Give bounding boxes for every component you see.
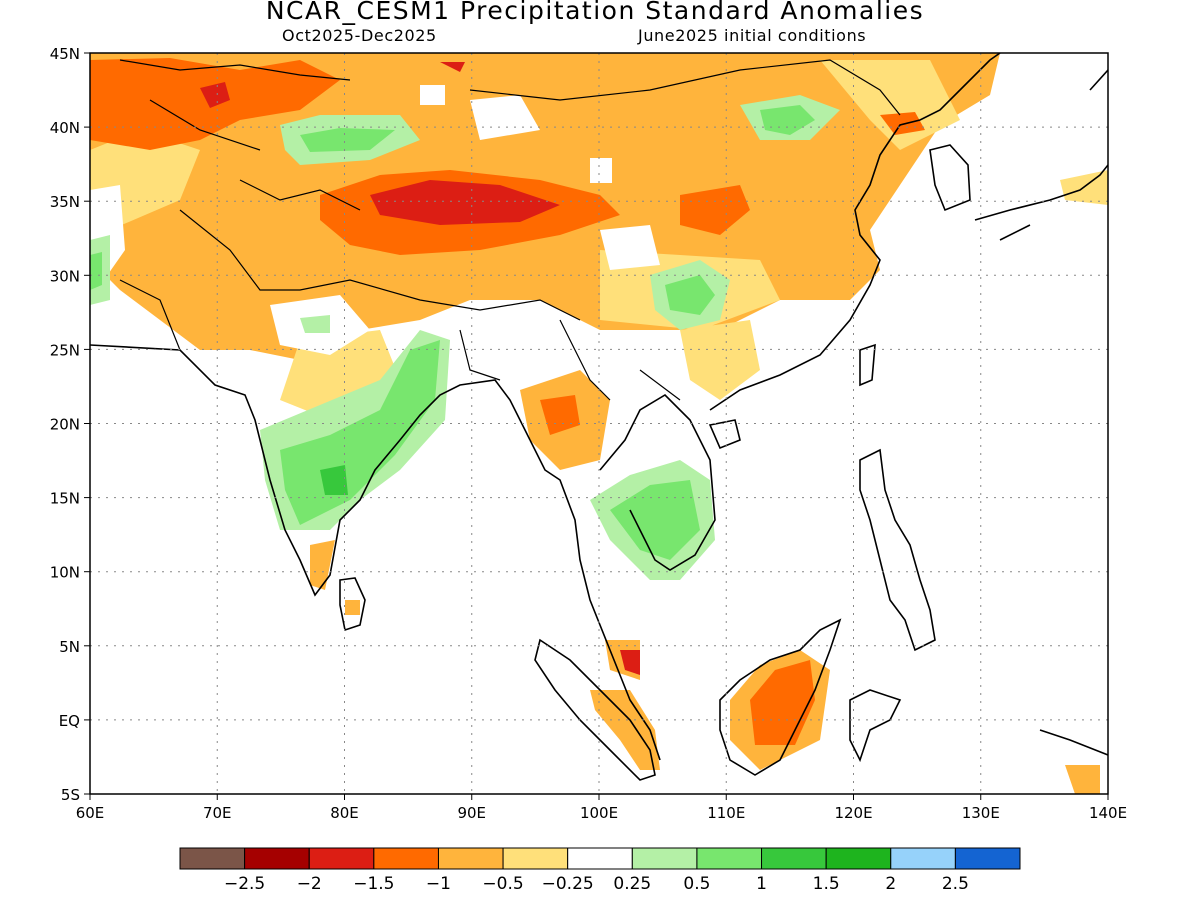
wet-region-indochina-core <box>610 480 700 560</box>
lon-tick-label: 110E <box>707 804 745 822</box>
colorbar-swatch <box>308 847 375 870</box>
lat-tick-label: 30N <box>50 267 80 285</box>
colorbar-swatch <box>567 847 633 870</box>
colorbar-label: 0.5 <box>683 874 710 894</box>
lat-tick-label: 5N <box>59 638 80 656</box>
lat-tick-label: EQ <box>59 712 80 730</box>
coastlines <box>90 53 1108 781</box>
lat-tick-label: 35N <box>50 193 80 211</box>
colorbar-label: 1 <box>756 874 767 894</box>
coast-japan <box>974 69 1108 241</box>
coast-india <box>90 344 531 597</box>
colorbar-swatch <box>244 847 310 870</box>
colorbar-swatch <box>696 847 763 870</box>
dry-core-china <box>680 112 925 235</box>
wet-region-india-inner <box>320 465 348 495</box>
colorbar-swatch <box>825 847 892 870</box>
coast-philippines <box>859 448 936 652</box>
colorbar-swatch <box>437 847 504 870</box>
colorbar-label: −2 <box>297 874 322 894</box>
lon-tick-label: 140E <box>1089 804 1127 822</box>
colorbar-label: 2.5 <box>942 874 969 894</box>
wet-region-india-core <box>280 340 440 525</box>
colorbar-swatch <box>373 847 439 870</box>
coast-taiwan <box>859 343 876 387</box>
borders-asia <box>119 59 901 401</box>
coast-newguinea <box>1039 729 1108 756</box>
initial-conditions: June2025 initial conditions <box>638 26 867 45</box>
colorbar-label: 0.25 <box>613 874 651 894</box>
coast-korea <box>929 144 971 212</box>
lon-tick-label: 90E <box>457 804 486 822</box>
coast-china <box>709 53 1001 411</box>
coast-srilanka <box>339 577 366 632</box>
colorbar-label: −1.5 <box>353 874 394 894</box>
coast-indochina <box>529 393 716 761</box>
lon-tick-label: 70E <box>203 804 232 822</box>
colorbar-label: −0.25 <box>542 874 594 894</box>
colorbar-label: 1.5 <box>813 874 840 894</box>
lon-tick-label: 100E <box>580 804 618 822</box>
map-title: NCAR_CESM1 Precipitation Standard Anomal… <box>265 0 925 25</box>
colorbar-label: 2 <box>885 874 896 894</box>
colorbar-swatch <box>761 847 827 870</box>
anomaly-shading <box>90 53 1108 794</box>
forecast-period: Oct2025-Dec2025 <box>282 26 437 45</box>
lon-tick-label: 80E <box>330 804 359 822</box>
coast-hainan <box>708 419 741 450</box>
dry-core-malay <box>620 650 640 675</box>
colorbar-label: −0.5 <box>482 874 523 894</box>
lat-tick-label: 40N <box>50 119 80 137</box>
coast-sumatra <box>534 638 656 781</box>
lat-tick-label: 25N <box>50 341 80 359</box>
lon-tick-label: 120E <box>834 804 872 822</box>
graticule <box>90 53 1108 794</box>
colorbar-label: −2.5 <box>224 874 265 894</box>
axis-ticks <box>84 52 1109 800</box>
dry-region-malay <box>310 540 1100 794</box>
coast-borneo <box>719 618 842 776</box>
dry-core-tibet-inner <box>200 62 560 225</box>
axis-labels: 60E 70E 80E 90E 100E 110E 120E 130E 140E 45N 40N 35… <box>50 45 1127 822</box>
lat-tick-label: 20N <box>50 416 80 434</box>
lat-tick-label: 45N <box>50 45 80 63</box>
lon-tick-label: 130E <box>962 804 1000 822</box>
colorbar-swatch <box>890 847 956 870</box>
lat-tick-label: 15N <box>50 490 80 508</box>
colorbar-swatch <box>631 847 698 870</box>
lon-tick-label: 60E <box>76 804 105 822</box>
colorbar-swatch <box>954 847 1021 870</box>
colorbar: −2.5 −2 −1.5 −1 −0.5 −0.25 0.25 0.5 1 1.5 2 2.5 <box>179 847 1021 894</box>
lat-tick-label: 10N <box>50 564 80 582</box>
colorbar-swatch <box>179 847 246 870</box>
lat-tick-label: 5S <box>61 786 80 804</box>
colorbar-swatch <box>502 847 569 870</box>
dry-core-myanmar <box>540 395 580 435</box>
colorbar-label: −1 <box>426 874 451 894</box>
coast-sulawesi <box>849 689 902 763</box>
